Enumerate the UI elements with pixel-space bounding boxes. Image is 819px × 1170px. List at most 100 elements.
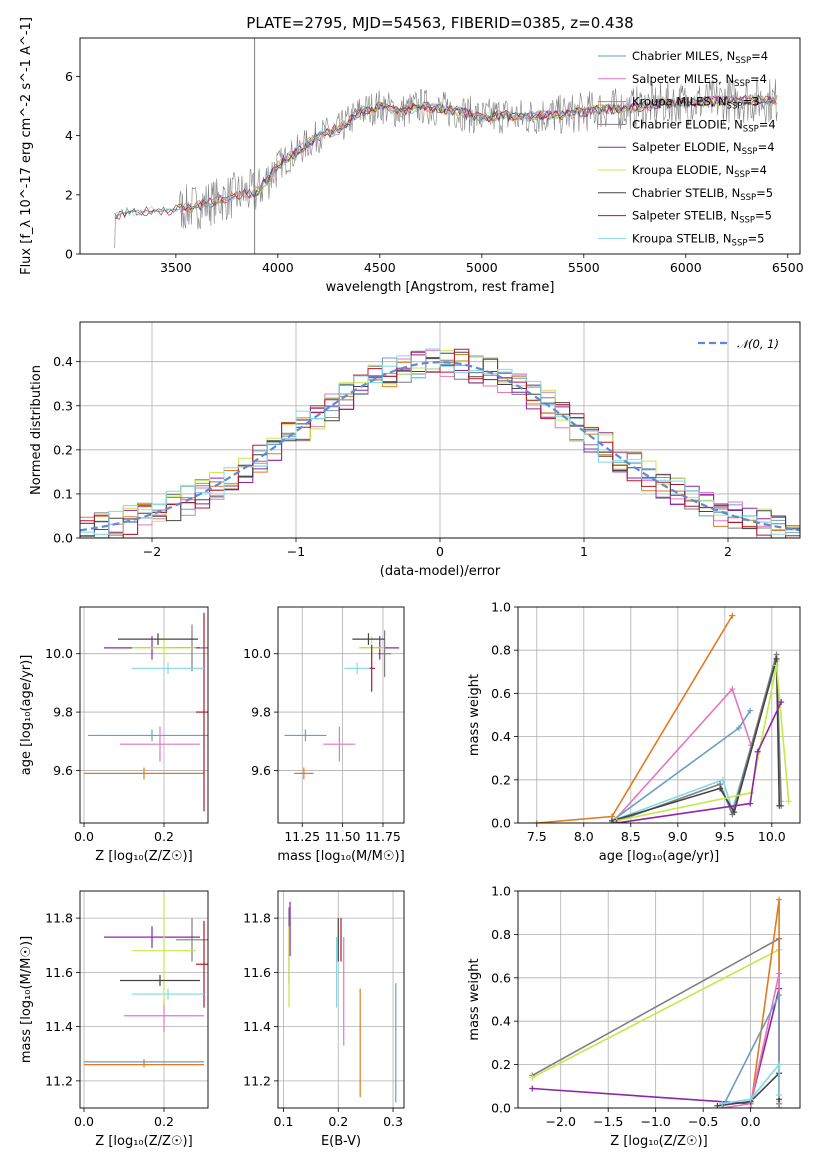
legend-label: 𝒩(0, 1) (737, 337, 779, 351)
series-line (611, 658, 781, 822)
y-axis-label: Flux [f_λ 10^-17 erg cm^-2 s^-1 A^-1] (19, 17, 34, 275)
series-marker (754, 748, 761, 755)
y-tick-label: 11.4 (45, 1019, 73, 1034)
axes-frame (79, 321, 801, 539)
series-marker (773, 662, 780, 669)
x-tick-label: 0.2 (154, 829, 174, 844)
spectrum-data (114, 38, 778, 254)
x-tick-label: 9.0 (668, 829, 688, 844)
x-axis-label: Z [log₁₀(Z/Z☉)] (95, 849, 192, 864)
model-spectrum-line (253, 94, 778, 197)
series-line (616, 665, 790, 822)
series-marker (785, 798, 792, 805)
x-tick-label: 0.1 (274, 1114, 294, 1129)
y-tick-label: 0.8 (491, 927, 511, 942)
axes-frame (79, 606, 209, 824)
x-tick-label: 0.0 (741, 1114, 761, 1129)
x-tick-label: −2.0 (546, 1114, 576, 1129)
legend-label: Chabrier STELIB, NSSP=5 (632, 186, 773, 203)
errorbar-data (84, 612, 208, 812)
x-tick-label: −1.0 (640, 1114, 670, 1129)
series-marker (776, 1061, 783, 1068)
legend-label: Salpeter ELODIE, NSSP=4 (632, 140, 775, 157)
axes-frame (79, 37, 801, 255)
x-tick-label: 0.0 (74, 1114, 94, 1129)
y-tick-label: 0.4 (53, 354, 73, 369)
x-axis-label: age [log₁₀(age/yr)] (599, 849, 720, 864)
y-tick-label: 6 (65, 69, 73, 84)
y-tick-label: 1.0 (491, 600, 511, 615)
x-tick-label: 0.2 (328, 1114, 348, 1129)
figure-title: PLATE=2795, MJD=54563, FIBERID=0385, z=0… (246, 14, 633, 32)
x-axis-label: E(B-V) (321, 1134, 361, 1149)
y-axis-label: mass [log₁₀(M/M☉)] (19, 936, 34, 1063)
series-marker (717, 785, 724, 792)
errorbar-data (84, 896, 208, 1068)
x-tick-label: 5500 (568, 260, 600, 275)
series-line (611, 654, 782, 823)
x-tick-label: 7.5 (527, 829, 547, 844)
x-tick-label: 1 (580, 544, 588, 559)
y-tick-label: 0.6 (491, 686, 511, 701)
y-axis-label: Normed distribution (29, 365, 44, 495)
y-axis-label: mass weight (467, 674, 482, 756)
age-vs-mass-panel: 11.25 11.50 11.75 9.6 9.8 10.0 mass [log₁₀(M/M… (243, 606, 405, 864)
series-marker (747, 707, 754, 714)
x-axis-label: mass [log₁₀(M/M☉)] (277, 849, 404, 864)
legend-label: Chabrier MILES, NSSP=4 (632, 49, 768, 66)
series-marker (747, 1096, 754, 1103)
y-tick-label: 0.8 (491, 643, 511, 658)
x-tick-label: 8.0 (574, 829, 594, 844)
x-tick-label: 3500 (160, 260, 192, 275)
y-tick-label: 0.6 (491, 970, 511, 985)
y-tick-label: 0.2 (491, 772, 511, 787)
series-marker (778, 699, 785, 706)
y-tick-label: 11.6 (243, 965, 271, 980)
y-tick-label: 11.8 (45, 911, 73, 926)
y-tick-label: 1.0 (491, 884, 511, 899)
mass-vs-ebv-panel: 0.1 0.2 0.3 11.2 11.4 11.6 11.8 E(B-V) (243, 890, 405, 1149)
y-tick-label: 9.8 (53, 705, 73, 720)
series-line (616, 701, 782, 823)
y-tick-label: 11.2 (45, 1073, 73, 1088)
massweight-vs-Z-panel: −2.0 −1.5 −1.0 −0.5 0.0 0.0 0.2 0.4 0.6 0.8 1.0 Z [… (467, 884, 801, 1149)
x-tick-label: 6000 (670, 260, 702, 275)
y-tick-label: 0.3 (53, 398, 73, 413)
series-marker (719, 1100, 726, 1107)
series-marker (613, 820, 620, 823)
series-marker (776, 970, 783, 977)
model-spectrum-line (114, 95, 776, 220)
x-tick-label: 0.3 (383, 1114, 403, 1129)
massweight-vs-age-panel: 7.5 8.0 8.5 9.0 9.5 10.0 0.0 0.2 0.4 0.6 0.8 1.0 age… (467, 600, 801, 864)
y-axis-label: mass weight (467, 958, 482, 1040)
y-tick-label: 0.0 (53, 531, 73, 546)
y-tick-label: 11.2 (243, 1073, 271, 1088)
legend-label: Kroupa STELIB, NSSP=5 (632, 231, 764, 248)
series-marker (529, 1074, 536, 1081)
series-marker (533, 820, 540, 823)
y-tick-label: 9.6 (251, 763, 271, 778)
mass-vs-Z-panel: 0.0 0.2 11.2 11.4 11.6 11.8 Z [log₁₀(Z/Z☉)] mas… (19, 890, 209, 1149)
y-tick-label: 11.6 (45, 965, 73, 980)
series-marker (729, 612, 736, 619)
y-tick-label: 9.6 (53, 763, 73, 778)
y-tick-label: 2 (65, 187, 73, 202)
y-tick-label: 9.8 (251, 705, 271, 720)
axes-frame (517, 606, 801, 824)
residuals-panel: −2 −1 0 1 2 0.0 0.1 0.2 0.3 0.4 (data-model)/error… (29, 321, 801, 579)
y-tick-label: 10.0 (243, 646, 271, 661)
y-axis-label: age [log₁₀(age/yr)] (19, 655, 34, 776)
x-tick-label: 10.0 (758, 829, 786, 844)
normal-curve (80, 360, 800, 532)
y-tick-label: 0.4 (491, 729, 511, 744)
x-tick-label: 4000 (262, 260, 294, 275)
series-marker (776, 992, 783, 999)
errorbar-data (284, 630, 400, 780)
x-tick-label: 11.75 (365, 829, 401, 844)
axes-frame (277, 606, 405, 824)
x-tick-label: −1 (287, 544, 305, 559)
errorbar-data (288, 901, 397, 1103)
y-tick-label: 0.4 (491, 1014, 511, 1029)
x-tick-label: −0.5 (688, 1114, 718, 1129)
series-marker (773, 655, 780, 662)
